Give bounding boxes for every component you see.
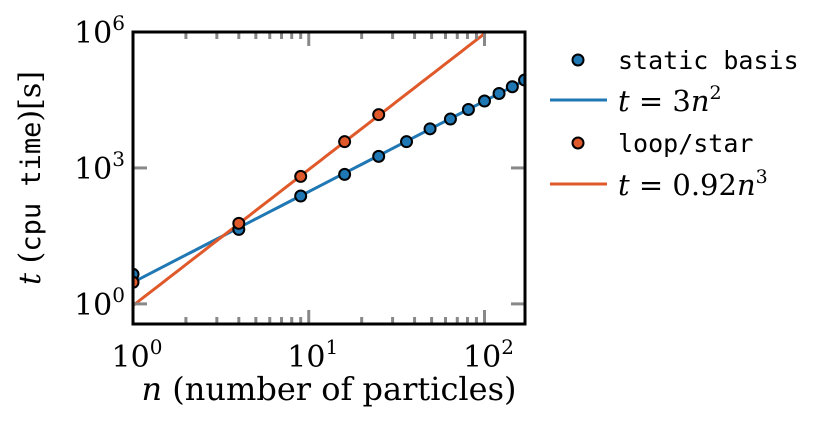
data-point-series-2 <box>372 108 386 122</box>
x-tick-label-0: 100 <box>112 335 163 375</box>
y-axis-label: t (cpu time)[s] <box>13 71 48 285</box>
legend-label-fit-quadratic: t = 3n2 <box>618 82 722 118</box>
data-point-series-0 <box>461 102 475 116</box>
x-tick-label-2: 102 <box>463 335 514 375</box>
legend-entry-fit-cubic: t = 0.92n3 <box>550 166 768 202</box>
x-axis-label: n (number of particles) <box>142 370 517 408</box>
data-point-series-0 <box>505 80 519 94</box>
data-point-series-2 <box>338 135 352 149</box>
legend-marker-static-basis <box>571 53 585 67</box>
y-tick-label-0: 100 <box>74 283 125 323</box>
data-point-series-0 <box>372 149 386 163</box>
series-line-3 <box>133 32 486 307</box>
series-line-1 <box>133 79 525 284</box>
legend-label-fit-cubic: t = 0.92n3 <box>618 166 768 202</box>
data-point-series-0 <box>443 112 457 126</box>
legend-label-loop-star: loop/star <box>618 129 753 158</box>
data-point-series-2 <box>232 216 246 230</box>
y-tick-label-6: 106 <box>74 11 125 51</box>
legend-label-static-basis: static basis <box>618 46 799 75</box>
legend-entry-loop-star: loop/star <box>571 129 753 158</box>
data-point-series-0 <box>477 94 491 108</box>
legend-marker-loop-star <box>571 136 585 150</box>
plot-frame <box>131 30 527 326</box>
data-point-series-0 <box>423 122 437 136</box>
data-point-series-0 <box>338 167 352 181</box>
y-tick-label-3: 103 <box>74 147 125 187</box>
data-point-series-0 <box>492 86 506 100</box>
legend-entry-static-basis: static basis <box>571 46 799 75</box>
data-point-series-2 <box>294 169 308 183</box>
x-tick-label-1: 101 <box>287 335 338 375</box>
legend: static basis t = 3n2 loop/star t = 0.92n… <box>550 46 799 202</box>
data-point-series-0 <box>400 135 414 149</box>
data-point-series-0 <box>294 189 308 203</box>
legend-entry-fit-quadratic: t = 3n2 <box>550 82 722 118</box>
